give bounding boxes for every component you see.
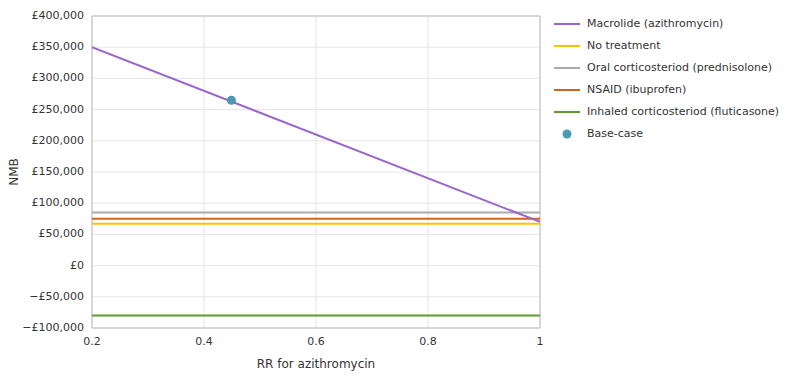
legend-label: Base-case (587, 127, 643, 140)
legend-swatch (554, 89, 580, 91)
x-tick-label: 0.6 (307, 335, 325, 348)
y-tick-label: £350,000 (32, 40, 85, 53)
x-tick-label: 0.2 (83, 335, 101, 348)
grid (92, 16, 540, 328)
y-tick-label: £200,000 (32, 134, 85, 147)
plot-frame (92, 16, 540, 328)
legend-swatch (554, 111, 580, 113)
base-case-point (227, 96, 236, 105)
chart-container: −£100,000 −£50,000 £0 £50,000 £100,000 £150,0… (0, 0, 800, 381)
series-line (92, 223, 540, 225)
y-tick-label: £50,000 (39, 227, 85, 240)
plot-data (92, 47, 540, 315)
series-line (92, 218, 540, 220)
y-tick-label: −£50,000 (29, 290, 84, 303)
y-tick-label: £250,000 (32, 103, 85, 116)
legend-label: Inhaled corticosteriod (fluticasone) (587, 105, 779, 118)
legend-label: No treatment (587, 39, 661, 52)
y-tick-label: £400,000 (32, 9, 85, 22)
x-tick-label: 0.4 (195, 335, 213, 348)
series-line (92, 47, 540, 222)
legend-label: NSAID (ibuprofen) (587, 83, 686, 96)
y-tick-label: £100,000 (32, 196, 85, 209)
chart: −£100,000 −£50,000 £0 £50,000 £100,000 £150,0… (0, 0, 800, 381)
y-tick-label: −£100,000 (22, 321, 84, 334)
y-tick-label: £0 (70, 259, 84, 272)
axes: −£100,000 −£50,000 £0 £50,000 £100,000 £150,0… (7, 9, 544, 371)
x-axis-label: RR for azithromycin (257, 357, 375, 371)
y-tick-label: £300,000 (32, 71, 85, 84)
legend-label: Oral corticosteriod (prednisolone) (587, 61, 772, 74)
legend-swatch (554, 23, 580, 25)
x-tick-label: 0.8 (419, 335, 437, 348)
y-tick-label: £150,000 (32, 165, 85, 178)
legend-marker (563, 130, 572, 139)
y-axis-label: NMB (7, 158, 21, 186)
x-grid-line (204, 16, 205, 328)
legend-label: Macrolide (azithromycin) (587, 17, 723, 30)
legend: Macrolide (azithromycin) No treatment Oral… (554, 17, 779, 140)
legend-swatch (554, 67, 580, 69)
legend-swatch (554, 45, 580, 47)
x-tick-label: 1 (537, 335, 544, 348)
x-grid-line (428, 16, 429, 328)
series-line (92, 315, 540, 317)
series-line (92, 212, 540, 214)
x-grid-line (316, 16, 317, 328)
